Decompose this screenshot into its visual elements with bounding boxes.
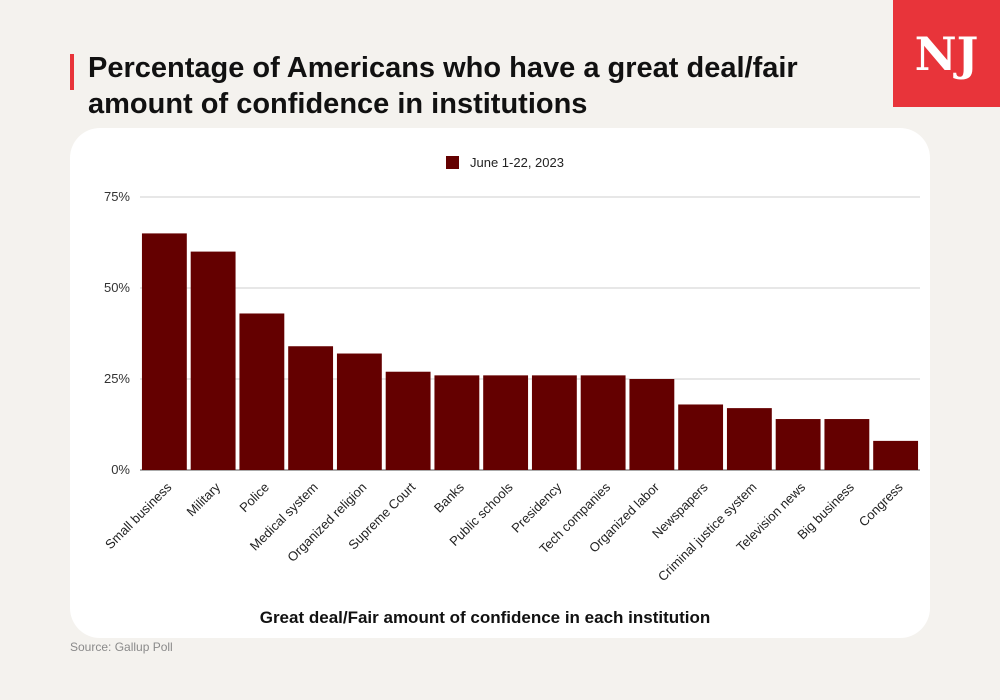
bar (385, 371, 431, 470)
y-tick-label: 25% (104, 371, 130, 386)
y-tick-label: 0% (111, 462, 130, 477)
title-accent-bar (70, 54, 74, 90)
category-label: Criminal justice system (655, 480, 760, 585)
bar (531, 375, 577, 470)
bar (678, 404, 724, 470)
x-axis-label: Great deal/Fair amount of confidence in … (260, 608, 711, 627)
nj-logo: NJ (893, 0, 1000, 107)
bar (336, 353, 382, 470)
y-tick-label: 75% (104, 189, 130, 204)
bar (775, 419, 821, 470)
bar (580, 375, 626, 470)
category-label: Congress (856, 479, 906, 529)
bar (288, 346, 334, 470)
bar (726, 408, 772, 470)
bar (824, 419, 870, 470)
bar (239, 313, 285, 470)
bar (190, 251, 236, 470)
category-label: Police (236, 480, 272, 516)
legend-swatch (446, 156, 459, 169)
bar (141, 233, 187, 470)
category-label: Small business (102, 479, 175, 552)
y-tick-label: 50% (104, 280, 130, 295)
bar (483, 375, 529, 470)
category-label: Military (184, 479, 224, 519)
bar (434, 375, 480, 470)
bar (629, 379, 675, 470)
page-title: Percentage of Americans who have a great… (88, 52, 798, 120)
category-label: Banks (431, 479, 468, 516)
source-note: Source: Gallup Poll (70, 640, 173, 654)
bar (873, 440, 919, 470)
legend-label: June 1-22, 2023 (470, 155, 564, 170)
